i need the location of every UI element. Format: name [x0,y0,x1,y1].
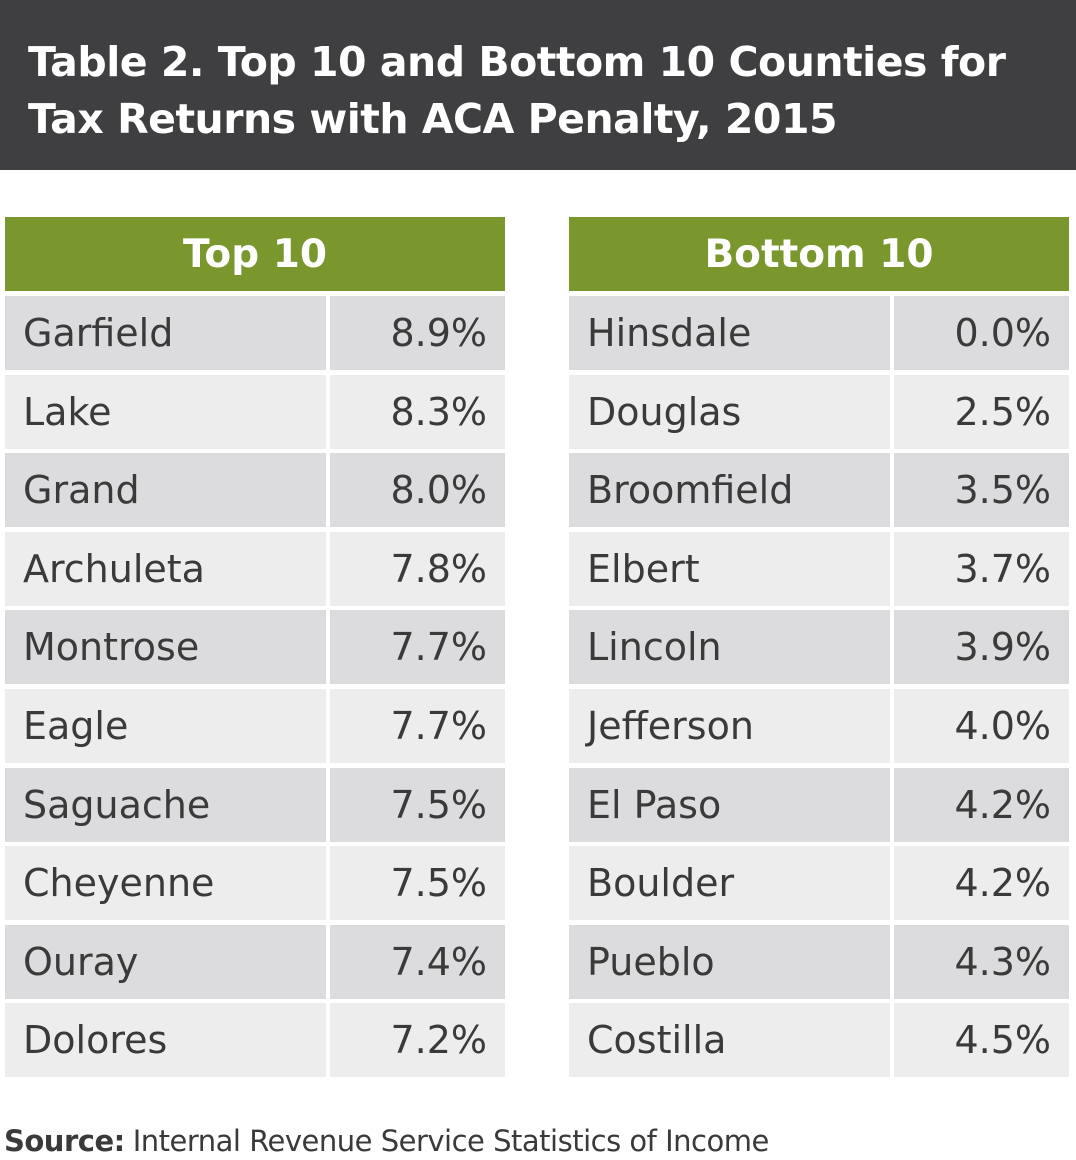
county-name: Ouray [5,924,326,999]
penalty-rate: 7.7% [330,689,505,763]
penalty-rate: 4.5% [894,1003,1069,1078]
table-heading: Top 10 [5,217,505,291]
penalty-rate: 7.8% [330,531,505,606]
county-name: Douglas [569,374,890,449]
penalty-rate: 7.7% [330,610,505,685]
table-heading: Bottom 10 [569,217,1069,291]
penalty-rate: 8.0% [330,453,505,528]
penalty-rate: 7.2% [330,1003,505,1078]
penalty-rate: 3.7% [894,531,1069,606]
county-name: Boulder [569,846,890,921]
penalty-rate: 3.9% [894,610,1069,685]
county-name: Lincoln [569,610,890,685]
county-name: Eagle [5,689,326,763]
county-name: Saguache [5,767,326,842]
county-name: Broomfield [569,453,890,528]
county-name: Elbert [569,531,890,606]
penalty-rate: 8.9% [330,296,505,370]
county-name: Grand [5,453,326,528]
penalty-rate: 0.0% [894,296,1069,370]
county-name: Montrose [5,610,326,685]
penalty-rate: 8.3% [330,374,505,449]
penalty-rate: 4.2% [894,846,1069,921]
penalty-rate: 4.0% [894,689,1069,763]
source-text: Internal Revenue Service Statistics of I… [132,1124,770,1158]
penalty-rate: 7.5% [330,846,505,921]
penalty-rate: 3.5% [894,453,1069,528]
title: Table 2. Top 10 and Bottom 10 Counties f… [28,38,1006,86]
source: Source: Internal Revenue Service Statisti… [4,1124,769,1158]
title: Tax Returns with ACA Penalty, 2015 [28,95,838,143]
county-name: El Paso [569,767,890,842]
county-name: Hinsdale [569,296,890,370]
county-name: Archuleta [5,531,326,606]
penalty-rate: 7.4% [330,924,505,999]
penalty-rate: 7.5% [330,767,505,842]
penalty-rate: 4.3% [894,924,1069,999]
county-name: Jefferson [569,689,890,763]
county-name: Cheyenne [5,846,326,921]
county-name: Pueblo [569,924,890,999]
county-name: Costilla [569,1003,890,1078]
county-name: Lake [5,374,326,449]
county-name: Garfield [5,296,326,370]
source-label: Source: [4,1124,125,1158]
title-bar: Table 2. Top 10 and Bottom 10 Counties f… [0,0,1076,170]
penalty-rate: 2.5% [894,374,1069,449]
county-name: Dolores [5,1003,326,1078]
penalty-rate: 4.2% [894,767,1069,842]
